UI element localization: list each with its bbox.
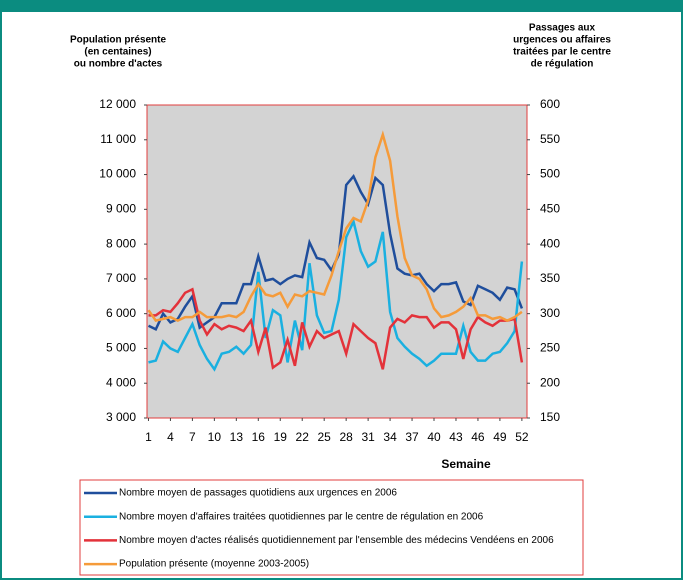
y2-tick-label: 400 [540, 236, 560, 250]
x-tick-label: 16 [252, 430, 266, 444]
y2-tick-label: 600 [540, 97, 560, 111]
x-tick-label: 4 [167, 430, 174, 444]
data-line [148, 287, 524, 370]
x-tick-label: 49 [493, 430, 507, 444]
y-tick-label: 9 000 [106, 202, 136, 216]
legend-label: Nombre moyen d'actes réalisés quotidienn… [119, 535, 554, 546]
y-tick-label: 10 000 [99, 167, 136, 181]
legend-label: Nombre moyen de passages quotidiens aux … [119, 488, 397, 499]
y2-tick-label: 300 [540, 306, 560, 320]
y2-tick-label: 250 [540, 341, 560, 355]
x-tick-label: 1 [145, 430, 152, 444]
x-tick-label: 43 [449, 430, 463, 444]
legend-box [79, 479, 584, 576]
header-bar [0, 0, 683, 12]
y-tick-label: 11 000 [100, 132, 136, 146]
x-tick-label: 46 [471, 430, 485, 444]
data-line [147, 130, 523, 323]
y-tick-label: 7 000 [106, 271, 136, 285]
x-tick-label: 31 [361, 430, 375, 444]
x-tick-label: 19 [274, 430, 288, 444]
x-tick-label: 22 [296, 430, 310, 444]
x-axis-title: Semaine [441, 457, 491, 471]
y2-tick-label: 150 [540, 410, 560, 424]
x-tick-label: 13 [230, 430, 244, 444]
x-tick-label: 28 [339, 430, 353, 444]
plot-area [146, 104, 528, 419]
y-tick-label: 3 000 [106, 410, 136, 424]
y2-axis-title: traitées par le centre [513, 47, 611, 58]
x-tick-label: 37 [405, 430, 419, 444]
y-tick-label: 6 000 [106, 306, 136, 320]
y-tick-label: 8 000 [106, 236, 136, 250]
x-tick-label: 34 [383, 430, 397, 444]
legend-label: Population présente (moyenne 2003-2005) [119, 559, 309, 570]
y-tick-label: 5 000 [106, 341, 136, 355]
y2-tick-label: 500 [540, 167, 560, 181]
y2-tick-label: 550 [540, 132, 560, 146]
y2-axis-title: de régulation [531, 59, 594, 70]
x-tick-label: 25 [318, 430, 332, 444]
y-tick-label: 12 000 [99, 97, 136, 111]
y2-tick-label: 350 [540, 271, 560, 285]
y2-axis-title: Passages aux [529, 23, 596, 34]
y-tick-label: 4 000 [106, 375, 136, 389]
y2-axis-title: urgences ou affaires [513, 35, 611, 46]
y-axis-title: (en centaines) [84, 47, 151, 58]
x-tick-label: 40 [427, 430, 441, 444]
y-axis-title: Population présente [70, 35, 167, 46]
y-axis-title: ou nombre d'actes [74, 59, 163, 70]
x-tick-label: 7 [189, 430, 196, 444]
legend-label: Nombre moyen d'affaires traitées quotidi… [119, 511, 484, 522]
y2-tick-label: 450 [540, 202, 560, 216]
x-tick-label: 52 [515, 430, 529, 444]
x-tick-label: 10 [208, 430, 222, 444]
y2-tick-label: 200 [540, 375, 560, 389]
